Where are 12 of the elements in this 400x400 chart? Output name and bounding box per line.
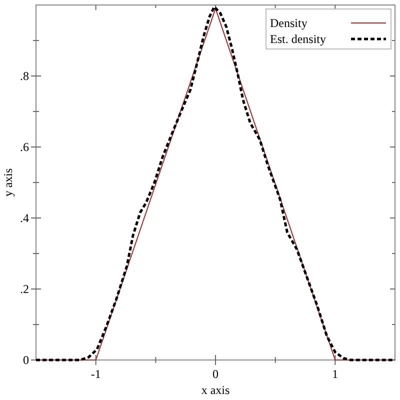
x-axis-title: x axis bbox=[201, 383, 230, 397]
y-tick-label: .8 bbox=[20, 69, 29, 83]
x-tick-label: -1 bbox=[90, 367, 101, 381]
y-tick-label: .4 bbox=[20, 211, 29, 225]
x-tick-label: 1 bbox=[332, 367, 338, 381]
text: Density bbox=[270, 16, 308, 30]
y-tick-label: 0 bbox=[23, 353, 29, 367]
y-tick-label: .2 bbox=[20, 282, 29, 296]
legend-label: Est. density bbox=[270, 32, 326, 46]
x-tick-label: 0 bbox=[212, 367, 218, 381]
y-tick-label: .6 bbox=[20, 140, 29, 154]
y-axis-title: y axis bbox=[1, 168, 15, 197]
